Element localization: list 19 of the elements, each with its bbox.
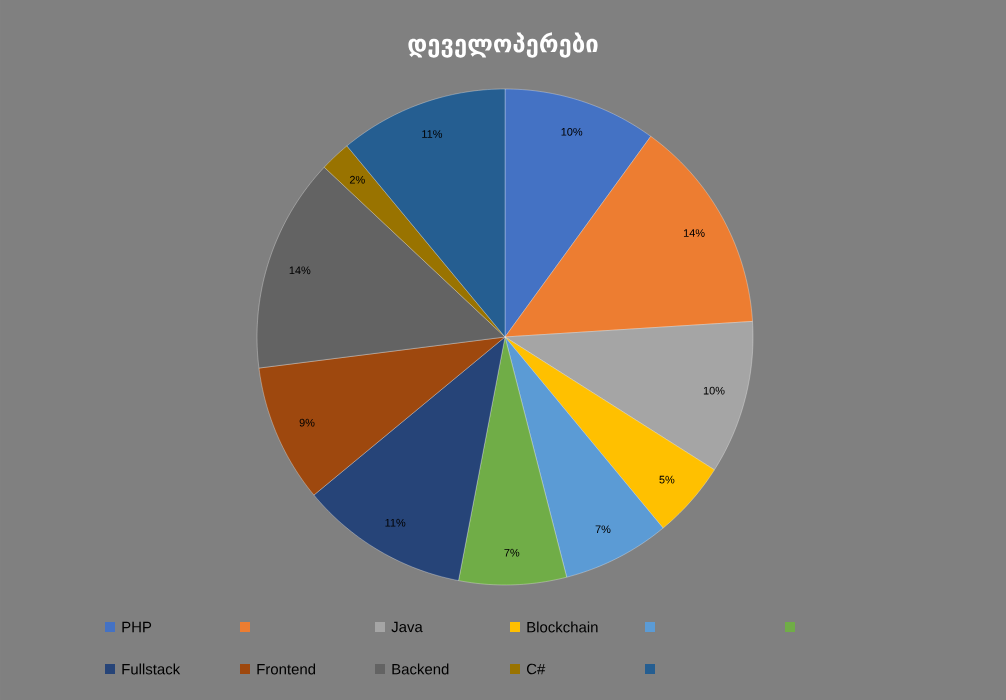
legend-label: Java — [391, 621, 423, 633]
legend-label: Backend — [392, 663, 449, 675]
data-label: 7% — [504, 548, 520, 557]
data-label: 10% — [561, 127, 583, 136]
data-label: 11% — [385, 518, 406, 527]
data-label: 5% — [659, 475, 675, 484]
data-label: 10% — [703, 386, 725, 395]
legend-label: Frontend — [257, 663, 316, 675]
legend-label: Fullstack — [122, 663, 181, 675]
data-label: 11% — [422, 130, 443, 138]
data-label: 9% — [299, 418, 315, 427]
data-label: 14% — [289, 266, 311, 275]
legend-label: PHP — [122, 621, 152, 633]
legend-label: C# — [526, 663, 546, 675]
legend-label: Blockchain — [527, 621, 598, 633]
data-label: 7% — [595, 525, 611, 534]
chart-title: დეველოპერები — [408, 32, 598, 58]
data-label: 2% — [349, 175, 365, 184]
data-label: 14% — [683, 229, 705, 237]
